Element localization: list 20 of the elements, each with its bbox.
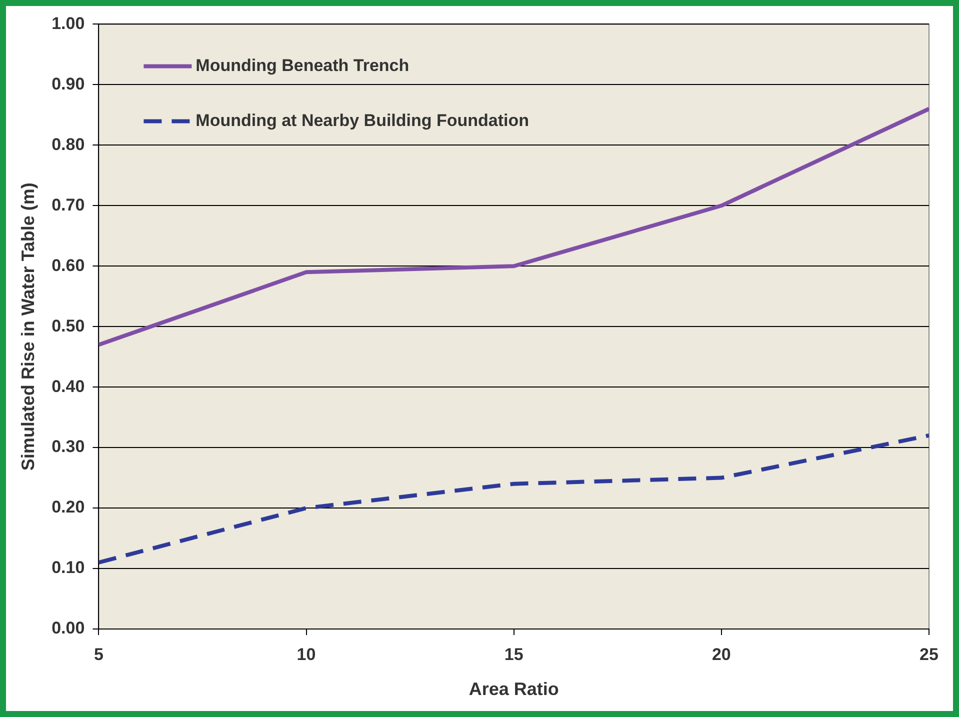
x-tick-label: 10	[296, 644, 316, 664]
legend-label: Mounding at Nearby Building Foundation	[196, 110, 530, 130]
x-tick-label: 5	[94, 644, 104, 664]
y-tick-label: 0.50	[52, 316, 85, 336]
y-tick-label: 0.70	[52, 195, 85, 214]
y-tick-label: 1.00	[52, 14, 85, 33]
y-axis-title: Simulated Rise in Water Table (m)	[18, 182, 38, 471]
legend-label: Mounding Beneath Trench	[196, 56, 410, 75]
y-tick-label: 0.10	[52, 558, 85, 578]
y-tick-label: 0.30	[52, 437, 85, 456]
x-axis-title: Area Ratio	[468, 679, 559, 700]
y-tick-label: 0.60	[52, 256, 85, 275]
x-tick-label: 20	[712, 644, 731, 664]
y-tick-label: 0.20	[52, 498, 85, 517]
y-tick-label: 0.90	[52, 74, 85, 94]
y-tick-label: 0.00	[52, 618, 85, 638]
y-tick-label: 0.80	[52, 134, 85, 154]
x-tick-label: 15	[504, 644, 524, 664]
x-tick-label: 25	[920, 644, 938, 664]
y-tick-label: 0.40	[52, 376, 85, 396]
